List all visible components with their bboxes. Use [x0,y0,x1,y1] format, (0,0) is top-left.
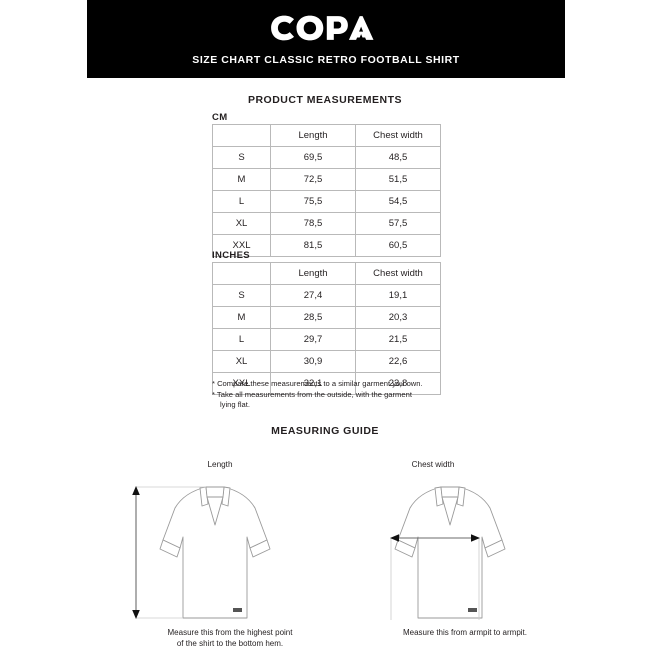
length-measure-arrow [132,486,140,619]
cell-size: XXL [212,372,271,395]
size-table-inches: Length Chest width S 27,4 19,1 M 28,5 20… [212,262,441,395]
cell-length: 78,5 [270,212,356,235]
cell-chest-width: 54,5 [355,190,441,213]
cell-length: 75,5 [270,190,356,213]
chest-width-measure-arrow [390,534,480,542]
table-row: S 27,4 19,1 [212,284,441,307]
table-row: S 69,5 48,5 [212,146,441,169]
cell-length: 27,4 [270,284,356,307]
table-row: M 28,5 20,3 [212,306,441,329]
column-header-size [212,124,271,147]
diagram-caption-chest-width: Measure this from armpit to armpit. [350,627,580,638]
cell-chest-width: 57,5 [355,212,441,235]
size-table-cm: Length Chest width S 69,5 48,5 M 72,5 51… [212,124,441,257]
measurement-footnotes: * Compare these measurements to a simila… [212,379,462,411]
footnote-1: * Compare these measurements to a simila… [212,379,423,388]
cell-chest-width: 20,3 [355,306,441,329]
copa-logo [271,15,374,40]
table-header-row: Length Chest width [212,124,441,147]
header-banner: SIZE CHART CLASSIC RETRO FOOTBALL SHIRT [87,0,565,78]
caption-line-2: of the shirt to the bottom hem. [176,639,284,648]
cell-length: 72,5 [270,168,356,191]
cell-chest-width: 51,5 [355,168,441,191]
cell-chest-width: 21,5 [355,328,441,351]
product-measurements-title: PRODUCT MEASUREMENTS [247,94,403,106]
shirt-tag-icon [468,608,477,612]
cell-size: M [212,168,271,191]
unit-label-cm: CM [212,112,228,123]
cell-length: 29,7 [270,328,356,351]
column-header-chest-width: Chest width [355,124,441,147]
cell-length: 81,5 [270,234,356,257]
table-row: L 29,7 21,5 [212,328,441,351]
unit-label-inches: INCHES [212,250,250,261]
column-header-size [212,262,271,285]
table-row: XL 30,9 22,6 [212,350,441,373]
column-header-chest-width: Chest width [355,262,441,285]
cell-length: 69,5 [270,146,356,169]
shirt-tag-icon [233,608,242,612]
shirt-diagram-length [132,486,271,619]
caption-line-1: Measure this from the highest point [167,628,293,637]
cell-size: L [212,190,271,213]
cell-size: XL [212,350,271,373]
table-header-row: Length Chest width [212,262,441,285]
cell-size: S [212,146,271,169]
footnote-3: lying flat. [220,400,250,409]
cell-size: XXL [212,234,271,257]
column-header-length: Length [270,262,356,285]
cell-length: 28,5 [270,306,356,329]
cell-size: M [212,306,271,329]
banner-subtitle: SIZE CHART CLASSIC RETRO FOOTBALL SHIRT [192,53,460,66]
cell-chest-width: 19,1 [355,284,441,307]
column-header-length: Length [270,124,356,147]
table-row: L 75,5 54,5 [212,190,441,213]
diagram-label-chest-width: Chest width [411,460,455,469]
cell-size: S [212,284,271,307]
cell-size: XL [212,212,271,235]
diagram-caption-length: Measure this from the highest point of t… [120,627,340,649]
table-row: XL 78,5 57,5 [212,212,441,235]
diagram-label-length: Length [207,460,233,469]
table-row: XXL 81,5 60,5 [212,234,441,257]
cell-chest-width: 60,5 [355,234,441,257]
footnote-2: * Take all measurements from the outside… [212,389,412,399]
caption-line-1: Measure this from armpit to armpit. [402,628,528,637]
cell-chest-width: 23,8 [355,372,441,395]
cell-length: 30,9 [270,350,356,373]
cell-chest-width: 22,6 [355,350,441,373]
cell-size: L [212,328,271,351]
shirt-diagram-chest-width [390,486,506,620]
cell-chest-width: 48,5 [355,146,441,169]
table-row: M 72,5 51,5 [212,168,441,191]
measuring-guide-title: MEASURING GUIDE [271,425,379,437]
table-row: XXL 32,1 23,8 [212,372,441,395]
